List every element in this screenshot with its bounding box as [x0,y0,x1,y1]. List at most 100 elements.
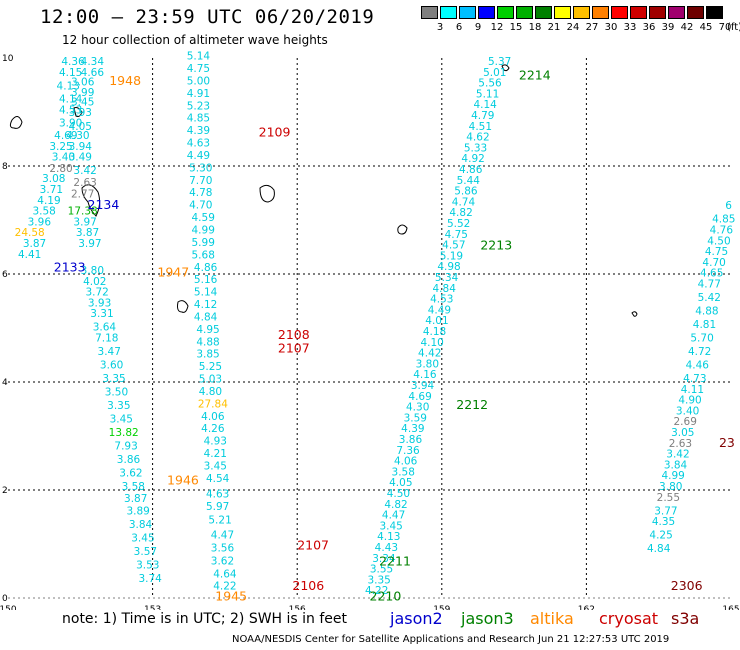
island-outline [397,224,408,235]
swh-value: 13.82 [109,427,139,439]
swh-value: 4.11 [681,384,704,396]
pass-time-label: 2107 [278,340,310,355]
swh-value: 4.84 [433,283,457,295]
swh-value: 4.19 [37,195,60,207]
swh-value: 6 [725,200,732,212]
swh-value: 4.86 [459,164,483,176]
swh-value: 3.35 [367,574,390,586]
swh-value: 4.62 [466,132,489,144]
swh-value: 4.49 [187,150,210,162]
swh-value: 2.69 [674,416,697,428]
swh-value: 4.25 [649,530,672,542]
swh-value: 5.23 [187,100,210,112]
swh-value: 3.31 [90,308,113,320]
swh-value: 5.19 [440,250,463,262]
swh-value: 4.85 [187,113,210,125]
color-scale-label: 70 [718,22,732,33]
swh-value: 4.16 [413,369,437,381]
y-tick-label: 0 [2,594,8,604]
swh-value: 3.49 [69,152,92,164]
swh-value: 5.44 [457,175,481,187]
swh-value: 4.30 [406,402,429,414]
y-tick-label: 10 [2,54,14,64]
swh-value: 3.72 [85,287,108,299]
island-outline [81,184,101,217]
swh-value: 5.14 [194,287,218,299]
swh-value: 4.53 [430,294,453,306]
swh-value: 4.10 [420,337,443,349]
swh-value: 3.93 [88,297,111,309]
swh-value: 3.62 [211,556,234,568]
swh-value: 4.70 [702,257,725,269]
pass-time-label: 2212 [456,397,488,412]
swh-value: 4.30 [66,130,89,142]
swh-value: 4.79 [471,110,494,122]
swh-value: 4.65 [700,268,723,280]
pass-time-label: 2133 [54,259,86,274]
swh-value: 4.42 [418,348,441,360]
swh-value: 3.71 [40,184,63,196]
swh-value: 4.75 [705,246,728,258]
swh-value: 4.22 [365,585,388,597]
swh-value: 3.34 [372,553,396,565]
color-scale-label: 42 [680,22,694,33]
swh-value: 4.41 [18,249,41,261]
color-scale-label: 39 [661,22,675,33]
swh-value: 3.87 [76,227,99,239]
color-scale-label: 33 [623,22,637,33]
pass-time-label: 2107 [297,537,329,552]
swh-value: 3.06 [71,77,95,89]
swh-value: 4.15 [59,67,82,79]
satellite-legend-item: s3a [671,609,700,628]
swh-value: 3.35 [102,373,125,385]
swh-value: 4.84 [194,311,218,323]
island-outline [9,116,23,129]
pass-time-label: 1945 [215,589,247,604]
swh-value: 3.58 [392,466,415,478]
pass-time-label: 2108 [278,327,310,342]
swh-value: 2.63 [669,438,692,450]
swh-value: 7.93 [114,441,137,453]
swh-value: 4.47 [211,530,234,542]
swh-value: 3.50 [105,387,128,399]
satellite-legend-item: altika [530,609,574,628]
swh-value: 7.18 [95,333,118,345]
swh-value: 4.86 [194,262,218,274]
y-tick-label: 6 [2,270,8,280]
swh-value: 5.11 [476,88,499,100]
swh-value: 4.50 [387,488,410,500]
island-outline [73,107,83,117]
swh-value: 4.01 [425,315,448,327]
swh-value: 3.86 [399,434,423,446]
swh-value: 4.85 [712,214,735,226]
swh-value: 3.40 [52,152,75,164]
swh-value: 3.35 [107,400,130,412]
swh-value: 4.51 [469,121,492,133]
swh-value: 4.47 [382,510,405,522]
color-scale-swatch [649,6,666,19]
swh-value: 4.78 [189,187,212,199]
swh-value: 4.06 [394,456,418,468]
color-scale-swatch [516,6,533,19]
swh-value: 4.64 [213,568,237,580]
swh-value: 5.21 [208,514,231,526]
swh-value: 4.22 [213,580,236,592]
swh-value: 4.81 [693,319,716,331]
swh-value: 3.62 [119,468,142,480]
map-subtitle: 12 hour collection of altimeter wave hei… [62,33,328,47]
swh-value: 5.14 [187,51,211,63]
swh-value: 3.45 [131,532,154,544]
x-tick-label: 150 [0,605,17,610]
color-scale-swatch [497,6,514,19]
swh-value: 4.76 [710,225,734,237]
swh-value: 4.69 [408,391,431,403]
swh-value: 4.26 [201,423,225,435]
swh-value: 5.56 [478,78,502,90]
swh-value: 3.74 [138,573,162,585]
color-scale-unit: (ft) [727,22,740,33]
swh-value: 17.38 [68,206,98,218]
swh-value: 3.80 [81,265,104,277]
swh-value: 3.05 [671,427,694,439]
swh-value: 4.49 [428,304,451,316]
pass-time-label: 2134 [88,197,120,212]
